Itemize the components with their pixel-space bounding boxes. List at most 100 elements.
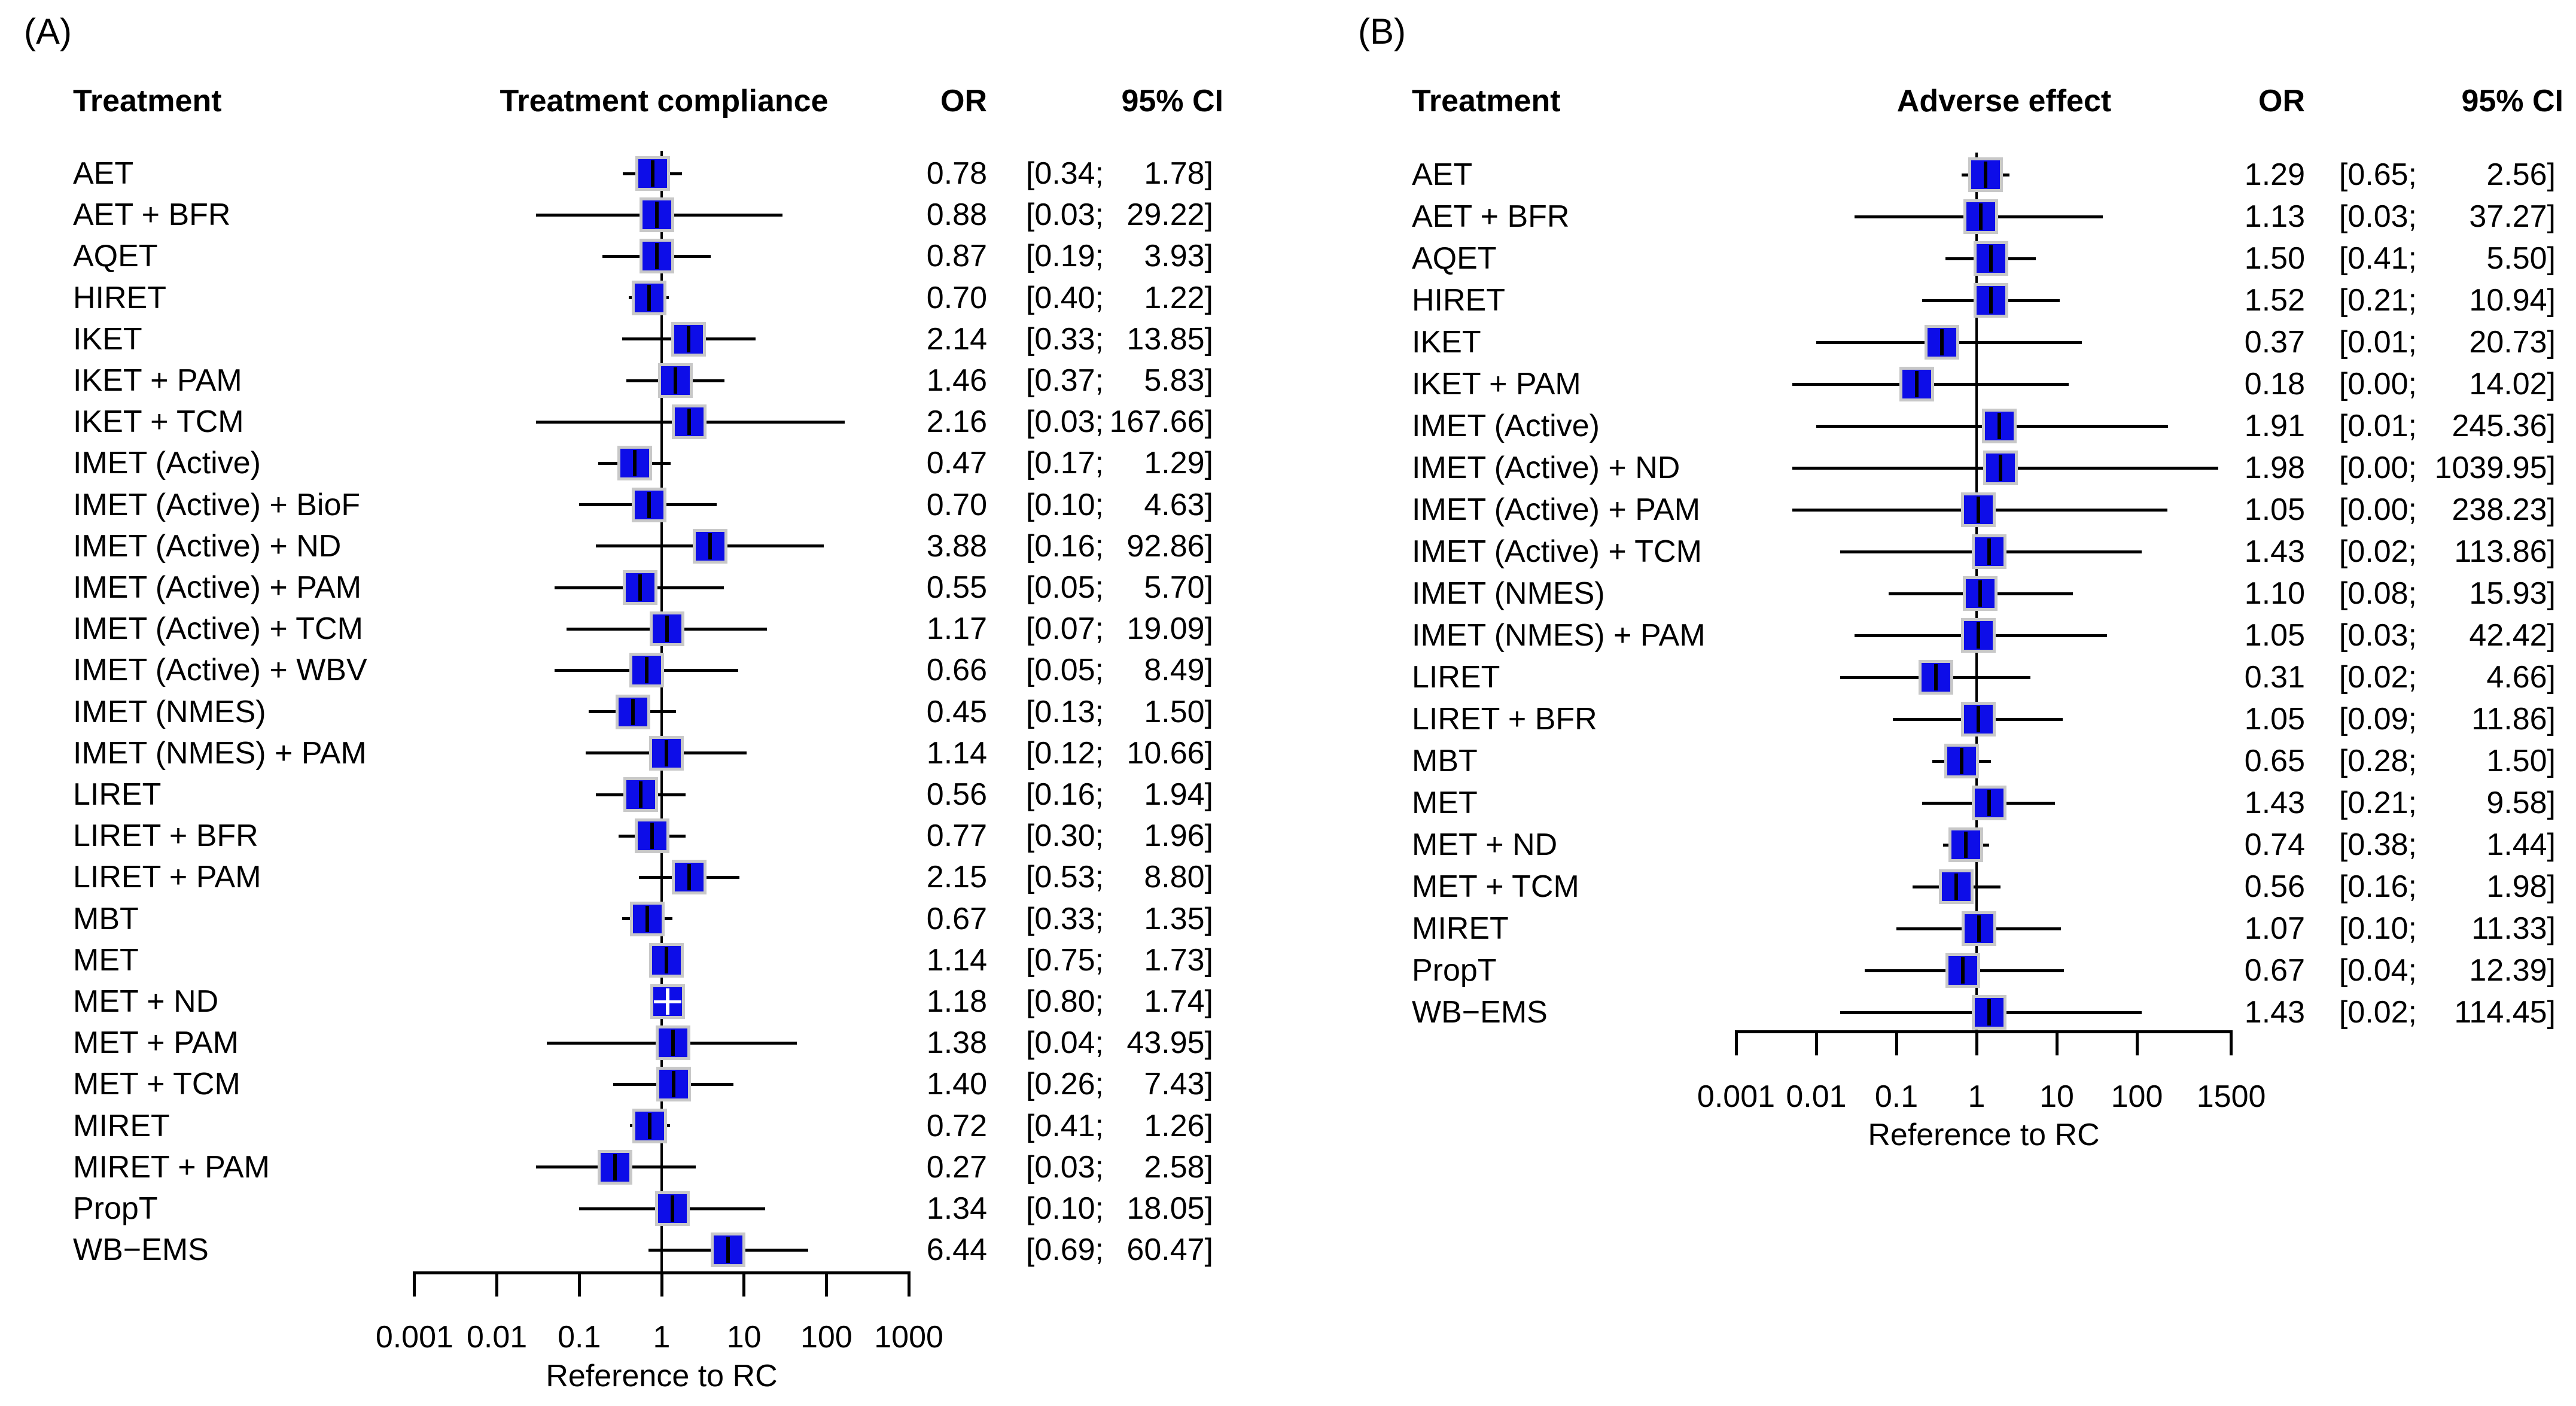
estimate-tick: [1959, 748, 1963, 774]
estimate-tick: [1954, 874, 1959, 900]
ci-low-value: [0.10;: [2339, 911, 2417, 946]
ci-high-value: 1.94]: [1144, 777, 1213, 812]
ci-low-value: [0.09;: [2339, 702, 2417, 737]
ci-high-value: 43.95]: [1126, 1025, 1213, 1061]
ci-high-value: 1.44]: [2486, 827, 2556, 862]
or-value: 1.43: [2244, 786, 2305, 820]
ci-low-value: [0.00;: [2339, 492, 2417, 527]
or-value: 0.70: [926, 280, 987, 315]
or-value: 1.18: [926, 984, 987, 1019]
ci-high-value: 1039.95]: [2434, 451, 2556, 485]
treatment-label: IKET: [73, 321, 142, 357]
column-header-treatment-b: Treatment: [1412, 84, 1561, 118]
ci-high-value: 5.70]: [1144, 570, 1213, 605]
estimate-tick: [726, 1237, 730, 1264]
treatment-label: AET: [73, 156, 134, 191]
ci-high-value: 92.86]: [1126, 528, 1213, 564]
ci-high-value: 114.45]: [2454, 995, 2556, 1030]
ci-low-value: [0.07;: [1025, 611, 1104, 647]
axis-tick-label: 100: [2111, 1079, 2163, 1114]
treatment-label: IKET + PAM: [1412, 367, 1581, 401]
ci-high-value: 12.39]: [2469, 953, 2556, 988]
ci-low-value: [0.03;: [1025, 1149, 1104, 1185]
estimate-tick: [687, 409, 692, 436]
or-value: 1.98: [2244, 451, 2305, 485]
estimate-tick: [647, 284, 651, 311]
treatment-label: MIRET: [73, 1108, 170, 1143]
or-value: 0.27: [926, 1149, 987, 1185]
treatment-label: PropT: [1412, 953, 1497, 988]
estimate-tick: [645, 905, 650, 932]
axis-tick: [495, 1271, 499, 1297]
treatment-label: LIRET + BFR: [73, 818, 258, 854]
estimate-tick: [655, 202, 659, 229]
or-value: 2.15: [926, 860, 987, 895]
or-value: 1.34: [926, 1191, 987, 1226]
estimate-tick: [1989, 287, 1993, 314]
ci-low-value: [0.16;: [1025, 528, 1104, 564]
ci-low-value: [0.08;: [2339, 576, 2417, 611]
axis-tick: [1814, 1030, 1818, 1055]
ci-high-value: 1.73]: [1144, 942, 1213, 978]
treatment-label: IMET (Active) + WBV: [73, 653, 367, 688]
or-value: 6.44: [926, 1232, 987, 1268]
ci-low-value: [0.21;: [2339, 283, 2417, 318]
axis-tick: [907, 1271, 911, 1297]
ci-high-value: 1.29]: [1144, 446, 1213, 481]
estimate-tick: [1960, 957, 1965, 984]
or-value: 0.66: [926, 653, 987, 688]
estimate-tick: [1964, 832, 1968, 858]
ci-high-value: 1.50]: [2486, 744, 2556, 778]
estimate-tick: [1976, 497, 1980, 523]
ci-high-value: 8.49]: [1144, 653, 1213, 688]
or-value: 1.10: [2244, 576, 2305, 611]
estimate-tick: [650, 823, 654, 850]
ci-high-value: 1.26]: [1144, 1108, 1213, 1143]
or-value: 0.55: [926, 570, 987, 605]
ci-low-value: [0.00;: [2339, 367, 2417, 401]
treatment-label: IMET (Active) + TCM: [1412, 534, 1702, 569]
or-value: 1.40: [926, 1067, 987, 1102]
axis-tick: [413, 1271, 416, 1297]
or-value: 1.52: [2244, 283, 2305, 318]
axis-tick: [660, 1271, 663, 1297]
or-value: 1.91: [2244, 409, 2305, 443]
x-axis-title-a: Reference to RC: [546, 1359, 778, 1393]
or-value: 0.37: [2244, 325, 2305, 360]
ci-low-value: [0.28;: [2339, 744, 2417, 778]
estimate-tick: [1989, 245, 1993, 272]
estimate-tick: [648, 1112, 652, 1139]
ci-high-value: 10.66]: [1126, 735, 1213, 771]
ci-low-value: [0.03;: [1025, 197, 1104, 233]
ci-low-value: [0.33;: [1025, 901, 1104, 936]
ci-low-value: [0.16;: [2339, 869, 2417, 904]
treatment-label: IMET (Active): [73, 446, 261, 481]
ci-low-value: [0.17;: [1025, 446, 1104, 481]
axis-tick: [824, 1271, 828, 1297]
treatment-label: LIRET + BFR: [1412, 702, 1597, 737]
axis-tick-label: 10: [2039, 1079, 2074, 1114]
treatment-label: LIRET: [73, 777, 162, 812]
ci-high-value: 1.98]: [2486, 869, 2556, 904]
estimate-tick: [673, 367, 677, 394]
axis-tick-label: 0.001: [375, 1320, 453, 1355]
or-value: 1.05: [2244, 492, 2305, 527]
or-value: 0.67: [926, 901, 987, 936]
or-value: 0.74: [2244, 827, 2305, 862]
estimate-tick: [1978, 580, 1982, 607]
estimate-tick: [632, 450, 637, 477]
ci-low-value: [0.40;: [1025, 280, 1104, 315]
treatment-label: HIRET: [1412, 283, 1505, 318]
ci-low-value: [0.02;: [2339, 995, 2417, 1030]
column-header-treatment-a: Treatment: [73, 84, 222, 118]
ci-high-value: 1.35]: [1144, 901, 1213, 936]
column-header-or-b: OR: [2258, 84, 2305, 118]
or-value: 1.14: [926, 735, 987, 771]
ci-high-value: 113.86]: [2454, 534, 2556, 569]
estimate-tick: [664, 739, 668, 766]
ci-low-value: [0.03;: [2339, 618, 2417, 653]
treatment-label: IKET + TCM: [73, 404, 244, 440]
or-value: 0.72: [926, 1108, 987, 1143]
panel-a-label: (A): [24, 11, 72, 51]
or-value: 1.43: [2244, 534, 2305, 569]
